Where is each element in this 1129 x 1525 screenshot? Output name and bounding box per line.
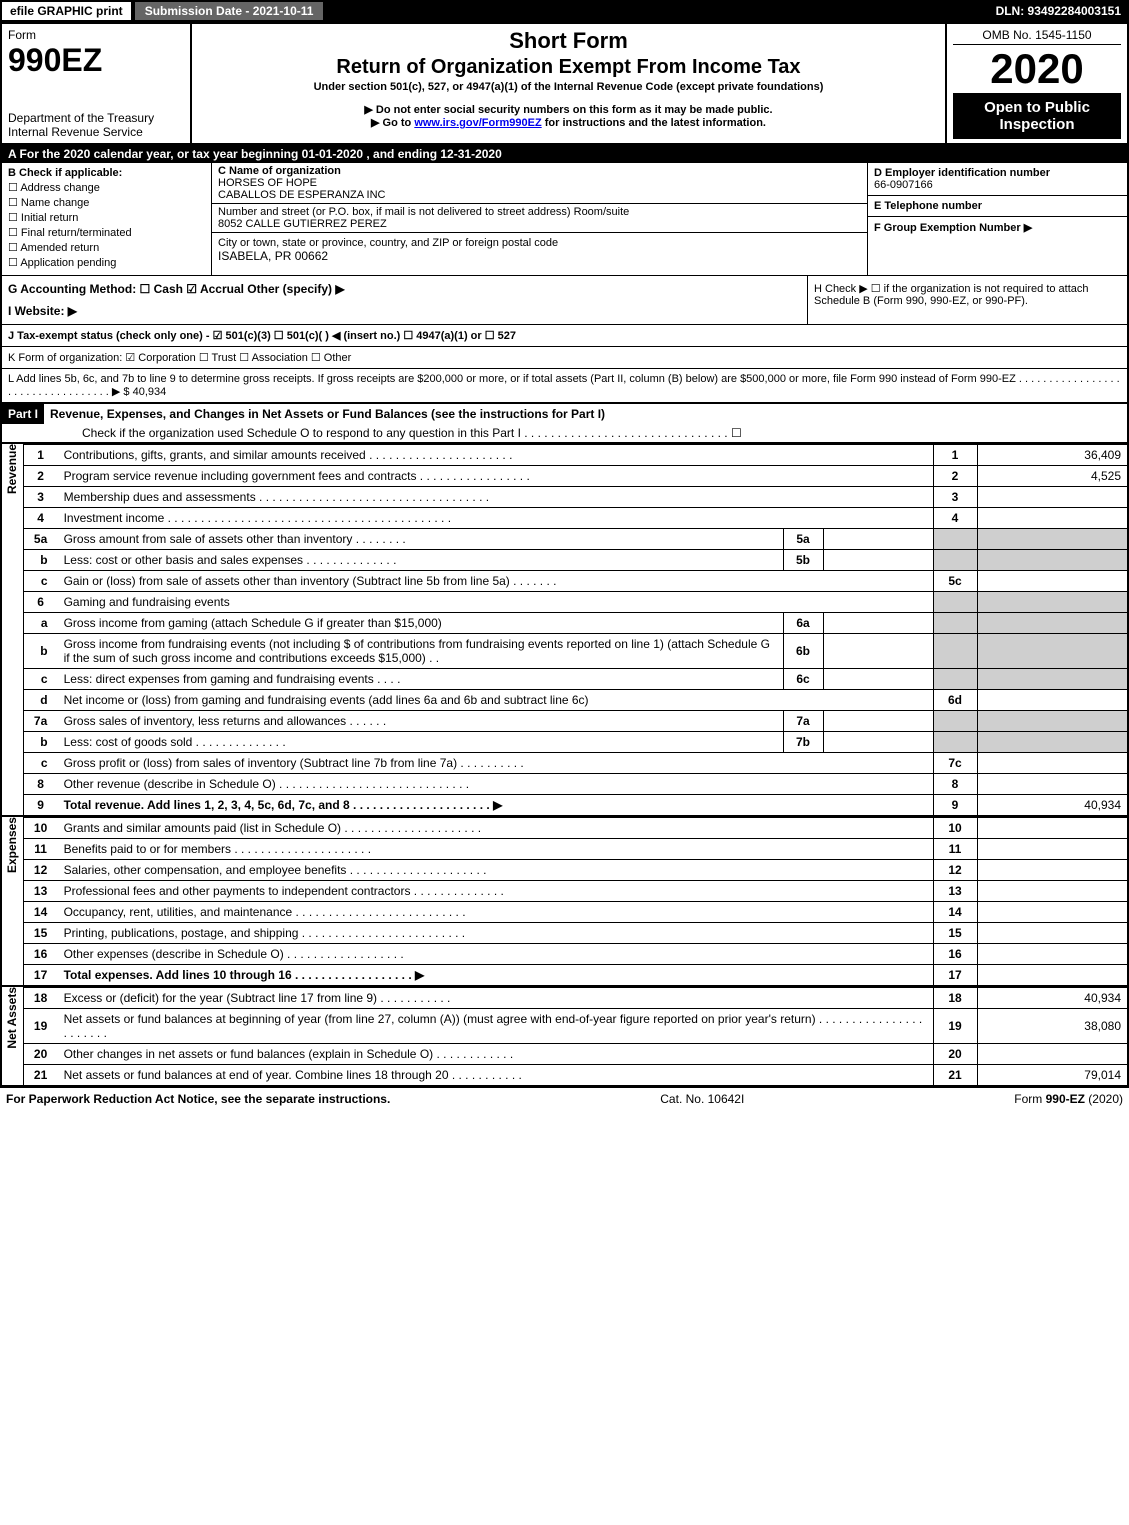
box-e-label: E Telephone number xyxy=(874,200,982,212)
line-5a: 5aGross amount from sale of assets other… xyxy=(24,529,1127,550)
box-c: C Name of organization HORSES OF HOPE CA… xyxy=(212,163,867,275)
part-1-header: Part I Revenue, Expenses, and Changes in… xyxy=(2,402,1127,424)
goto-suffix: for instructions and the latest informat… xyxy=(542,117,766,129)
line-6c: cLess: direct expenses from gaming and f… xyxy=(24,669,1127,690)
line-12: 12Salaries, other compensation, and empl… xyxy=(24,860,1127,881)
boxes-def: D Employer identification number 66-0907… xyxy=(867,163,1127,275)
line-9: 9Total revenue. Add lines 1, 2, 3, 4, 5c… xyxy=(24,795,1127,816)
dln-label: DLN: 93492284003151 xyxy=(988,2,1129,20)
check-address-change[interactable]: ☐ Address change xyxy=(8,181,205,194)
revenue-table: 1Contributions, gifts, grants, and simil… xyxy=(24,444,1127,815)
dept-label: Department of the Treasury xyxy=(8,111,184,125)
ein-value: 66-0907166 xyxy=(874,179,933,191)
line-16: 16Other expenses (describe in Schedule O… xyxy=(24,944,1127,965)
net-assets-table: 18Excess or (deficit) for the year (Subt… xyxy=(24,987,1127,1085)
open-to-public: Open to Public Inspection xyxy=(953,93,1121,139)
expenses-strip: Expenses xyxy=(5,817,19,873)
line-17: 17Total expenses. Add lines 10 through 1… xyxy=(24,965,1127,986)
top-bar: efile GRAPHIC print Submission Date - 20… xyxy=(0,0,1129,22)
line-15: 15Printing, publications, postage, and s… xyxy=(24,923,1127,944)
net-assets-section: Net Assets 18Excess or (deficit) for the… xyxy=(2,985,1127,1085)
city-label: City or town, state or province, country… xyxy=(218,237,558,249)
ssn-warning: ▶ Do not enter social security numbers o… xyxy=(198,103,939,116)
part-1-check: Check if the organization used Schedule … xyxy=(2,424,1127,442)
footer-mid: Cat. No. 10642I xyxy=(660,1092,744,1106)
tax-year: 2020 xyxy=(953,45,1121,93)
form-header: Form 990EZ Department of the Treasury In… xyxy=(2,24,1127,145)
part-1-title: Revenue, Expenses, and Changes in Net As… xyxy=(44,404,1127,424)
irs-link[interactable]: www.irs.gov/Form990EZ xyxy=(414,117,541,129)
org-name-1: HORSES OF HOPE xyxy=(218,177,317,189)
line-19: 19Net assets or fund balances at beginni… xyxy=(24,1009,1127,1044)
box-b: B Check if applicable: ☐ Address change … xyxy=(2,163,212,275)
row-g: G Accounting Method: ☐ Cash ☑ Accrual Ot… xyxy=(2,276,807,324)
street-address: 8052 CALLE GUTIERREZ PEREZ xyxy=(218,218,387,230)
revenue-section: Revenue 1Contributions, gifts, grants, a… xyxy=(2,442,1127,815)
line-7b: bLess: cost of goods sold . . . . . . . … xyxy=(24,732,1127,753)
submission-date-button[interactable]: Submission Date - 2021-10-11 xyxy=(133,0,326,22)
efile-print-button[interactable]: efile GRAPHIC print xyxy=(0,0,133,22)
box-d-label: D Employer identification number xyxy=(874,167,1050,179)
expenses-table: 10Grants and similar amounts paid (list … xyxy=(24,817,1127,985)
line-6a: aGross income from gaming (attach Schedu… xyxy=(24,613,1127,634)
row-a-tax-year: A For the 2020 calendar year, or tax yea… xyxy=(2,145,1127,163)
irs-label: Internal Revenue Service xyxy=(8,125,184,139)
line-5b: bLess: cost or other basis and sales exp… xyxy=(24,550,1127,571)
page-footer: For Paperwork Reduction Act Notice, see … xyxy=(0,1087,1129,1110)
line-18: 18Excess or (deficit) for the year (Subt… xyxy=(24,988,1127,1009)
footer-right: Form 990-EZ (2020) xyxy=(1014,1092,1123,1106)
line-2: 2Program service revenue including gover… xyxy=(24,466,1127,487)
form-word: Form xyxy=(8,28,184,42)
expenses-section: Expenses 10Grants and similar amounts pa… xyxy=(2,815,1127,985)
short-form-title: Short Form xyxy=(198,28,939,54)
line-5c: cGain or (loss) from sale of assets othe… xyxy=(24,571,1127,592)
org-name-2: CABALLOS DE ESPERANZA INC xyxy=(218,189,386,201)
line-11: 11Benefits paid to or for members . . . … xyxy=(24,839,1127,860)
line-6b: bGross income from fundraising events (n… xyxy=(24,634,1127,669)
form-990ez: Form 990EZ Department of the Treasury In… xyxy=(0,22,1129,1087)
line-14: 14Occupancy, rent, utilities, and mainte… xyxy=(24,902,1127,923)
line-4: 4Investment income . . . . . . . . . . .… xyxy=(24,508,1127,529)
check-application-pending[interactable]: ☐ Application pending xyxy=(8,256,205,269)
line-20: 20Other changes in net assets or fund ba… xyxy=(24,1044,1127,1065)
net-assets-strip: Net Assets xyxy=(5,987,19,1049)
omb-number: OMB No. 1545-1150 xyxy=(953,28,1121,45)
line-7c: cGross profit or (loss) from sales of in… xyxy=(24,753,1127,774)
city-state-zip: ISABELA, PR 00662 xyxy=(218,249,328,263)
revenue-strip: Revenue xyxy=(5,444,19,494)
goto-prefix: ▶ Go to xyxy=(371,117,414,129)
row-i: I Website: ▶ xyxy=(8,304,77,318)
line-6: 6Gaming and fundraising events xyxy=(24,592,1127,613)
goto-line: ▶ Go to www.irs.gov/Form990EZ for instru… xyxy=(198,116,939,129)
row-l: L Add lines 5b, 6c, and 7b to line 9 to … xyxy=(2,368,1127,402)
line-10: 10Grants and similar amounts paid (list … xyxy=(24,818,1127,839)
box-c-label: C Name of organization xyxy=(218,165,341,177)
line-7a: 7aGross sales of inventory, less returns… xyxy=(24,711,1127,732)
check-final-return[interactable]: ☐ Final return/terminated xyxy=(8,226,205,239)
line-8: 8Other revenue (describe in Schedule O) … xyxy=(24,774,1127,795)
check-amended-return[interactable]: ☐ Amended return xyxy=(8,241,205,254)
row-k: K Form of organization: ☑ Corporation ☐ … xyxy=(2,346,1127,368)
form-number: 990EZ xyxy=(8,42,184,79)
row-j: J Tax-exempt status (check only one) - ☑… xyxy=(2,324,1127,346)
footer-left: For Paperwork Reduction Act Notice, see … xyxy=(6,1092,390,1106)
check-initial-return[interactable]: ☐ Initial return xyxy=(8,211,205,224)
line-13: 13Professional fees and other payments t… xyxy=(24,881,1127,902)
box-f-label: F Group Exemption Number ▶ xyxy=(874,222,1032,234)
line-6d: dNet income or (loss) from gaming and fu… xyxy=(24,690,1127,711)
row-h: H Check ▶ ☐ if the organization is not r… xyxy=(807,276,1127,324)
main-title: Return of Organization Exempt From Incom… xyxy=(198,56,939,79)
addr-label: Number and street (or P.O. box, if mail … xyxy=(218,206,629,218)
line-3: 3Membership dues and assessments . . . .… xyxy=(24,487,1127,508)
line-21: 21Net assets or fund balances at end of … xyxy=(24,1065,1127,1086)
line-1: 1Contributions, gifts, grants, and simil… xyxy=(24,445,1127,466)
check-name-change[interactable]: ☐ Name change xyxy=(8,196,205,209)
part-1-label: Part I xyxy=(2,404,44,424)
box-b-title: B Check if applicable: xyxy=(8,167,122,179)
subtitle: Under section 501(c), 527, or 4947(a)(1)… xyxy=(198,81,939,93)
info-grid: B Check if applicable: ☐ Address change … xyxy=(2,163,1127,275)
